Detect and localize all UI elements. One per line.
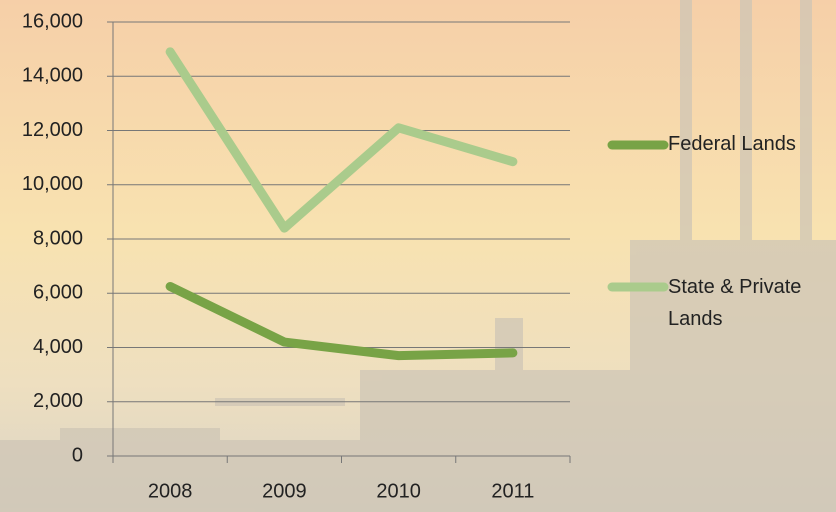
y-tick-label: 6,000 — [33, 282, 83, 304]
line-series — [165, 47, 518, 233]
legend-label: Federal Lands — [668, 133, 796, 155]
y-tick-label: 14,000 — [22, 65, 83, 87]
y-tick-label: 4,000 — [33, 336, 83, 358]
x-tick-label: 2009 — [262, 480, 307, 502]
y-tick-label: 10,000 — [22, 173, 83, 195]
y-tick-label: 12,000 — [22, 119, 83, 141]
legend-label: State & Private Lands — [668, 276, 802, 330]
line-series — [165, 281, 518, 361]
x-tick-label: 2008 — [148, 480, 193, 502]
x-tick-label: 2010 — [376, 480, 421, 502]
y-tick-label: 0 — [72, 444, 83, 466]
x-tick-label: 2011 — [491, 480, 534, 502]
y-tick-label: 8,000 — [33, 227, 83, 249]
y-tick-label: 16,000 — [22, 10, 83, 32]
y-tick-label: 2,000 — [33, 390, 83, 412]
